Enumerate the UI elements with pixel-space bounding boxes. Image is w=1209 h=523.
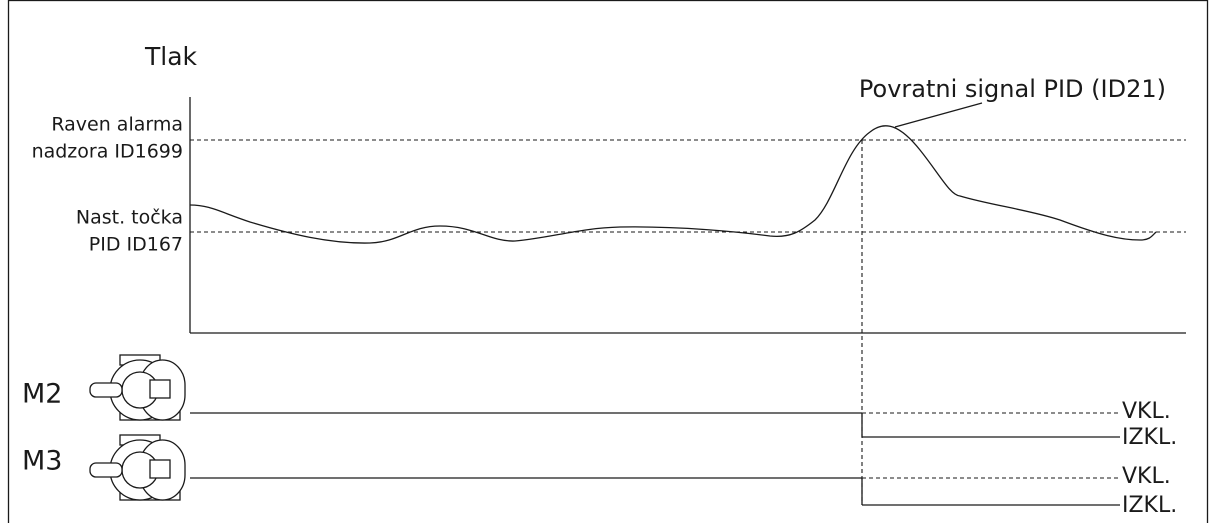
- state-label: IZKL.: [1122, 493, 1177, 518]
- axis-label: Tlak: [144, 42, 198, 71]
- state-label: IZKL.: [1122, 425, 1177, 450]
- level-label: Nast. točka: [76, 207, 183, 229]
- level-label: PID ID167: [89, 234, 183, 256]
- frame: [7, 0, 1209, 523]
- motor-icon: [89, 434, 186, 501]
- state-label: VKL.: [1122, 399, 1171, 424]
- motor-icon: [89, 354, 186, 421]
- level-label: Raven alarma: [51, 114, 183, 136]
- motor-label: M2: [22, 379, 62, 410]
- state-label: VKL.: [1122, 464, 1171, 489]
- feedback-curve: [189, 125, 1157, 244]
- leader-line: [894, 102, 983, 128]
- curve-label: Povratni signal PID (ID21): [859, 75, 1166, 103]
- motor-label: M3: [22, 446, 62, 477]
- level-label: nadzora ID1699: [32, 141, 183, 163]
